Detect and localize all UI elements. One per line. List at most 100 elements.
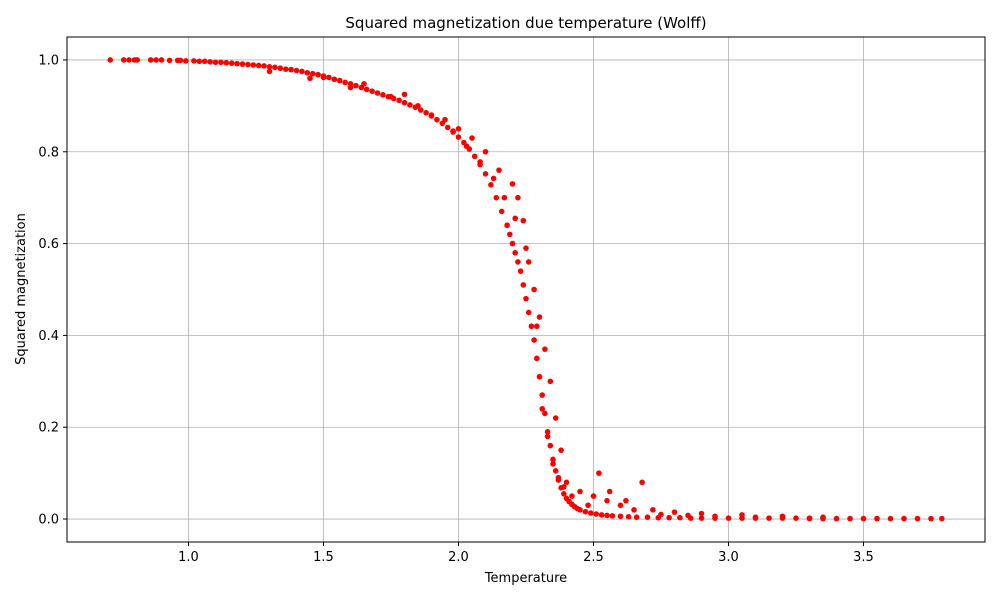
data-point: [677, 514, 683, 521]
data-point: [509, 240, 516, 247]
data-point: [496, 167, 502, 173]
data-point: [512, 215, 518, 222]
data-point: [874, 515, 880, 522]
data-point: [534, 355, 540, 362]
data-point: [539, 392, 545, 398]
data-point: [698, 515, 705, 521]
data-point: [326, 74, 332, 81]
data-point: [183, 58, 189, 64]
data-point: [207, 58, 213, 65]
data-point: [609, 513, 616, 519]
data-point: [604, 497, 610, 504]
data-point: [166, 57, 173, 64]
data-point: [793, 515, 799, 521]
data-point: [423, 109, 429, 116]
data-point: [536, 373, 543, 380]
data-point: [515, 194, 521, 201]
data-point: [625, 513, 632, 520]
data-point: [107, 57, 113, 63]
data-point: [596, 470, 602, 476]
data-point: [563, 479, 570, 486]
data-point: [309, 70, 316, 77]
data-point: [525, 259, 532, 265]
data-point: [353, 82, 359, 89]
data-point: [531, 337, 537, 343]
data-point: [388, 93, 394, 100]
data-point: [261, 63, 267, 69]
data-point: [331, 76, 338, 83]
data-point: [577, 488, 583, 495]
data-point: [250, 62, 257, 68]
data-point: [507, 231, 513, 238]
data-point: [547, 442, 554, 449]
data-point: [623, 497, 629, 504]
data-point: [523, 295, 529, 302]
data-point: [342, 79, 348, 86]
data-point: [561, 484, 567, 490]
data-point: [561, 491, 567, 497]
data-point: [444, 124, 451, 131]
data-point: [725, 515, 732, 521]
data-point: [847, 515, 853, 522]
y-tick-label: 0.0: [38, 513, 59, 528]
data-point: [401, 91, 408, 98]
data-point: [639, 479, 645, 486]
data-point: [304, 70, 311, 76]
data-point: [550, 456, 556, 463]
data-point: [482, 171, 489, 177]
y-axis-ticks: 0.0 0.2 0.4 0.6 0.8 1.0: [38, 53, 67, 528]
data-point: [272, 64, 278, 71]
data-point: [307, 75, 313, 82]
data-point: [201, 58, 208, 65]
data-point: [315, 71, 321, 78]
y-tick-label: 0.6: [38, 237, 59, 252]
data-point: [555, 474, 562, 481]
data-point: [471, 153, 478, 160]
data-point: [512, 249, 518, 256]
data-point: [633, 514, 640, 521]
data-point: [509, 181, 516, 187]
x-axis-ticks: 1.0 1.5 2.0 2.5 3.0 3.5: [178, 542, 874, 565]
data-point: [380, 92, 386, 98]
data-point: [501, 194, 508, 201]
data-point: [147, 57, 154, 63]
data-point: [490, 175, 497, 182]
data-point: [547, 378, 554, 385]
data-point: [434, 116, 440, 123]
data-point: [223, 59, 230, 66]
data-point: [255, 62, 262, 69]
data-point: [939, 515, 945, 522]
data-point: [542, 410, 548, 417]
data-point: [779, 513, 786, 520]
data-point: [463, 143, 470, 150]
data-point: [488, 182, 494, 188]
data-point: [369, 88, 375, 94]
data-point: [442, 116, 448, 123]
data-point: [752, 514, 759, 521]
data-point: [282, 66, 289, 72]
chart-title: Squared magnetization due temperature (W…: [345, 14, 706, 32]
data-point: [658, 511, 664, 518]
y-tick-label: 1.0: [38, 53, 59, 68]
y-tick-label: 0.2: [38, 421, 59, 436]
data-point: [234, 60, 240, 67]
data-point: [228, 60, 235, 66]
data-point: [569, 493, 575, 499]
data-point: [712, 513, 718, 520]
data-point: [534, 323, 540, 330]
data-point: [928, 515, 934, 522]
x-tick-label: 1.0: [178, 550, 199, 565]
data-point: [644, 514, 651, 521]
data-point: [191, 58, 197, 64]
data-point: [536, 314, 543, 320]
x-tick-label: 3.0: [718, 550, 739, 565]
data-point: [539, 406, 545, 412]
data-point: [585, 502, 591, 509]
data-point: [361, 81, 367, 87]
data-point: [450, 128, 456, 134]
data-point: [617, 513, 624, 520]
data-point: [455, 126, 462, 132]
data-point: [504, 222, 510, 229]
data-point: [407, 102, 413, 108]
